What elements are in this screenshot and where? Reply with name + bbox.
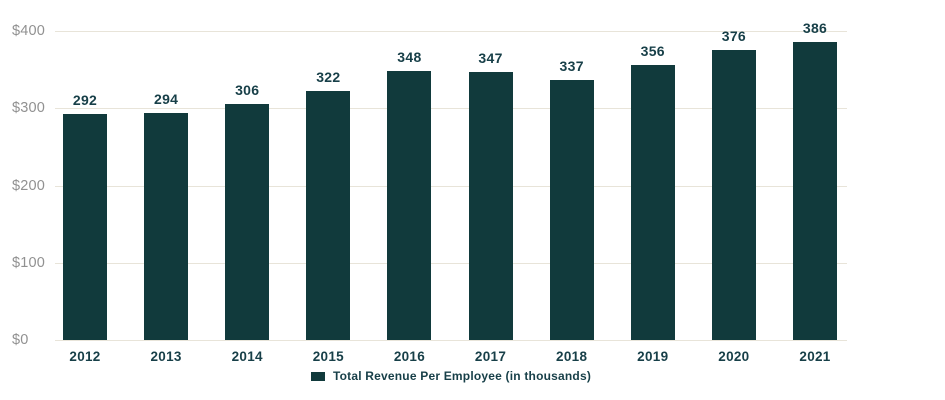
- bar-2021: [793, 41, 837, 340]
- legend: Total Revenue Per Employee (in thousands…: [55, 368, 847, 384]
- x-axis-tick-label: 2012: [69, 349, 101, 364]
- y-axis-tick-label: $200: [12, 177, 46, 194]
- x-axis-tick-label: 2020: [718, 349, 750, 364]
- bar-2012: [63, 114, 107, 340]
- bar-value-label: 306: [235, 81, 260, 98]
- bar-value-label: 294: [153, 90, 179, 107]
- bar-value-label: 386: [802, 19, 828, 36]
- x-axis-tick-label: 2014: [231, 349, 263, 364]
- x-axis-tick-label: 2017: [474, 349, 507, 364]
- bar-value-label: 376: [721, 27, 747, 44]
- bar-value-label: 292: [72, 92, 98, 109]
- gridline-$0: [55, 340, 847, 341]
- x-axis-tick-label: 2021: [799, 349, 831, 364]
- y-axis-tick-label: $100: [12, 254, 46, 271]
- bar-value-label: 337: [559, 57, 584, 74]
- bar-value-label: 348: [397, 49, 422, 66]
- bar-value-label: 356: [640, 42, 665, 59]
- gridline-$200: [55, 185, 847, 187]
- legend-swatch-icon: [310, 371, 325, 381]
- bar-2014: [225, 103, 270, 340]
- bar-value-label: 347: [478, 49, 503, 66]
- bar-2016: [387, 71, 432, 340]
- y-axis-tick-label: $0: [12, 332, 29, 348]
- x-axis-tick-label: 2016: [393, 349, 426, 364]
- x-axis-tick-label: 2019: [637, 349, 669, 364]
- x-axis-tick-label: 2015: [312, 349, 344, 364]
- x-axis-tick-label: 2018: [556, 349, 588, 364]
- bar-2019: [630, 64, 675, 340]
- bar-2018: [549, 79, 594, 340]
- x-axis-tick-label: 2013: [150, 349, 182, 364]
- legend-label: Total Revenue Per Employee (in thousands…: [332, 369, 592, 383]
- bar-2020: [711, 49, 756, 340]
- gridline-$100: [55, 262, 847, 264]
- gridline-$400: [55, 31, 847, 32]
- bar-2013: [144, 112, 189, 340]
- bar-2015: [306, 91, 351, 340]
- bar-value-label: 322: [316, 69, 341, 86]
- y-axis-tick-label: $300: [12, 100, 46, 117]
- gridline-$300: [55, 108, 847, 110]
- bar-2017: [468, 71, 513, 340]
- y-axis-tick-label: $400: [12, 23, 46, 39]
